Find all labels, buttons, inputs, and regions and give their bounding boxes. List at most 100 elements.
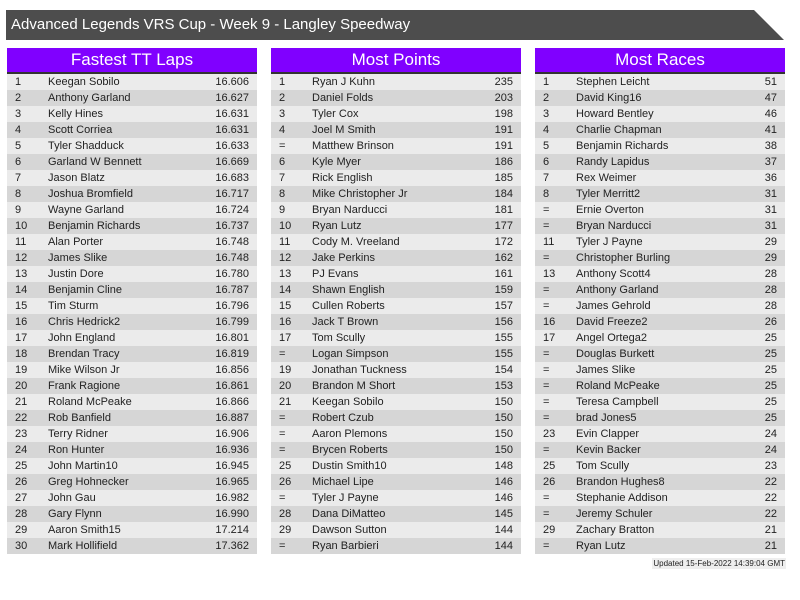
value-cell: 161 (494, 268, 513, 280)
driver-name-cell: Chris Hedrick2 (48, 316, 121, 328)
rank-cell: 20 (15, 380, 28, 392)
driver-name-cell: Benjamin Cline (48, 284, 122, 296)
table-row: 25 John Martin10 16.945 (7, 458, 257, 474)
fastest-tt-laps-table: Fastest TT Laps 1 Keegan Sobilo 16.606 2 Ant… (7, 48, 257, 554)
table-row: = Teresa Campbell 25 (535, 394, 785, 410)
driver-name-cell: John Gau (48, 492, 96, 504)
rank-cell: 7 (279, 172, 286, 184)
driver-name-cell: Jason Blatz (48, 172, 105, 184)
table-row: 8 Mike Christopher Jr 184 (271, 186, 521, 202)
driver-name-cell: Roland McPeake (576, 380, 660, 392)
table-row: 19 Jonathan Tuckness 154 (271, 362, 521, 378)
driver-name-cell: Rex Weimer (576, 172, 637, 184)
value-cell: 16.780 (215, 268, 249, 280)
table-row: = Anthony Garland 28 (535, 282, 785, 298)
rank-cell: = (543, 300, 550, 312)
rank-cell: 29 (543, 524, 556, 536)
driver-name-cell: Robert Czub (312, 412, 374, 424)
driver-name-cell: Bryan Narducci (576, 220, 652, 232)
rank-cell: 1 (543, 76, 550, 88)
rank-cell: 5 (15, 140, 22, 152)
rank-cell: 26 (15, 476, 28, 488)
rank-cell: 28 (15, 508, 28, 520)
driver-name-cell: Ryan Barbieri (312, 540, 379, 552)
rank-cell: = (279, 428, 286, 440)
rank-cell: 15 (279, 300, 292, 312)
driver-name-cell: Keegan Sobilo (312, 396, 384, 408)
table-row: 2 Anthony Garland 16.627 (7, 90, 257, 106)
driver-name-cell: Kevin Backer (576, 444, 641, 456)
rank-cell: 4 (543, 124, 550, 136)
value-cell: 25 (764, 364, 777, 376)
value-cell: 37 (764, 156, 777, 168)
value-cell: 16.717 (215, 188, 249, 200)
driver-name-cell: Joel M Smith (312, 124, 376, 136)
value-cell: 22 (764, 508, 777, 520)
value-cell: 16.606 (215, 76, 249, 88)
table-row: 29 Aaron Smith15 17.214 (7, 522, 257, 538)
table-row: 17 Angel Ortega2 25 (535, 330, 785, 346)
table-row: = Brycen Roberts 150 (271, 442, 521, 458)
rank-cell: 14 (15, 284, 28, 296)
value-cell: 16.861 (215, 380, 249, 392)
table-row: = Tyler J Payne 146 (271, 490, 521, 506)
driver-name-cell: Rob Banfield (48, 412, 111, 424)
rank-cell: 12 (15, 252, 28, 264)
value-cell: 51 (764, 76, 777, 88)
table-row: 5 Benjamin Richards 38 (535, 138, 785, 154)
value-cell: 144 (494, 540, 513, 552)
table-row: 8 Joshua Bromfield 16.717 (7, 186, 257, 202)
rank-cell: 7 (15, 172, 22, 184)
driver-name-cell: James Slike (48, 252, 108, 264)
table-row: = Douglas Burkett 25 (535, 346, 785, 362)
value-cell: 155 (494, 332, 513, 344)
rank-cell: 1 (279, 76, 286, 88)
driver-name-cell: Terry Ridner (48, 428, 108, 440)
table-row: 20 Brandon M Short 153 (271, 378, 521, 394)
table-row: 11 Tyler J Payne 29 (535, 234, 785, 250)
value-cell: 16.982 (215, 492, 249, 504)
value-cell: 191 (494, 124, 513, 136)
driver-name-cell: David King16 (576, 92, 642, 104)
rank-cell: = (543, 396, 550, 408)
table-row: 7 Rex Weimer 36 (535, 170, 785, 186)
table-row: 25 Tom Scully 23 (535, 458, 785, 474)
rank-cell: = (543, 380, 550, 392)
value-cell: 16.799 (215, 316, 249, 328)
table-row: 16 Jack T Brown 156 (271, 314, 521, 330)
value-cell: 16.631 (215, 124, 249, 136)
table-row: = brad Jones5 25 (535, 410, 785, 426)
table-row: 13 PJ Evans 161 (271, 266, 521, 282)
driver-name-cell: Teresa Campbell (576, 396, 659, 408)
driver-name-cell: Brandon Hughes8 (576, 476, 665, 488)
rank-cell: 15 (15, 300, 28, 312)
table-row: 6 Garland W Bennett 16.669 (7, 154, 257, 170)
table-row: 19 Mike Wilson Jr 16.856 (7, 362, 257, 378)
table-row: = Ryan Lutz 21 (535, 538, 785, 554)
value-cell: 162 (494, 252, 513, 264)
rank-cell: 23 (15, 428, 28, 440)
table-row: 18 Brendan Tracy 16.819 (7, 346, 257, 362)
table-row: 26 Brandon Hughes8 22 (535, 474, 785, 490)
rank-cell: 17 (15, 332, 28, 344)
table-row: 28 Gary Flynn 16.990 (7, 506, 257, 522)
driver-name-cell: Matthew Brinson (312, 140, 394, 152)
rank-cell: 24 (15, 444, 28, 456)
driver-name-cell: Brycen Roberts (312, 444, 388, 456)
value-cell: 16.990 (215, 508, 249, 520)
rank-cell: 4 (279, 124, 286, 136)
value-cell: 16.906 (215, 428, 249, 440)
value-cell: 191 (494, 140, 513, 152)
driver-name-cell: Anthony Garland (48, 92, 131, 104)
table-row: 12 Jake Perkins 162 (271, 250, 521, 266)
table-row: = Christopher Burling 29 (535, 250, 785, 266)
rank-cell: 21 (15, 396, 28, 408)
value-cell: 150 (494, 396, 513, 408)
table-row: 23 Terry Ridner 16.906 (7, 426, 257, 442)
driver-name-cell: Stephen Leicht (576, 76, 650, 88)
rank-cell: 10 (15, 220, 28, 232)
rank-cell: = (543, 444, 550, 456)
table-row: = Robert Czub 150 (271, 410, 521, 426)
rank-cell: = (279, 492, 286, 504)
value-cell: 16.866 (215, 396, 249, 408)
